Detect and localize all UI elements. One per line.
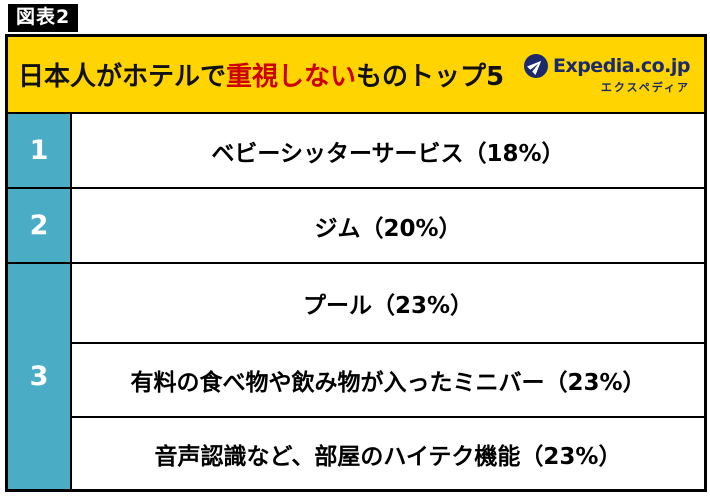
title-suffix: ものトップ5 [356,62,505,92]
rank-cell-3: 3 [8,262,70,489]
table-title: 日本人がホテルで重視しないものトップ5 [18,56,504,93]
rank-cell-2: 2 [8,187,70,262]
item-cell-gym: ジム（20%） [70,187,704,262]
item-cell-hightech: 音声認識など、部屋のハイテク機能（23%） [70,416,704,489]
ranking-table-body: 1 ベビーシッターサービス（18%） 2 ジム（20%） 3 プール（23%） … [8,114,704,489]
item-cell-babysitter: ベビーシッターサービス（18%） [70,114,704,187]
item-cell-pool: プール（23%） [70,262,704,342]
expedia-kana-text: エクスペディア [600,81,690,94]
airplane-icon [523,54,548,78]
item-cell-minibar: 有料の食べ物や飲み物が入ったミニバー（23%） [70,342,704,416]
ranking-table-panel: 日本人がホテルで重視しないものトップ5 Expedia.co.jp エクスペディ… [5,34,707,492]
expedia-logo-row: Expedia.co.jp [523,54,691,78]
expedia-logo: Expedia.co.jp エクスペディア [523,54,691,95]
table-header: 日本人がホテルで重視しないものトップ5 Expedia.co.jp エクスペディ… [8,37,704,114]
expedia-brand-text: Expedia.co.jp [552,55,691,77]
rank-cell-1: 1 [8,114,70,187]
title-prefix: 日本人がホテルで [18,62,227,92]
figure-label: 図表2 [8,4,79,32]
title-highlight: 重視しない [226,62,357,92]
